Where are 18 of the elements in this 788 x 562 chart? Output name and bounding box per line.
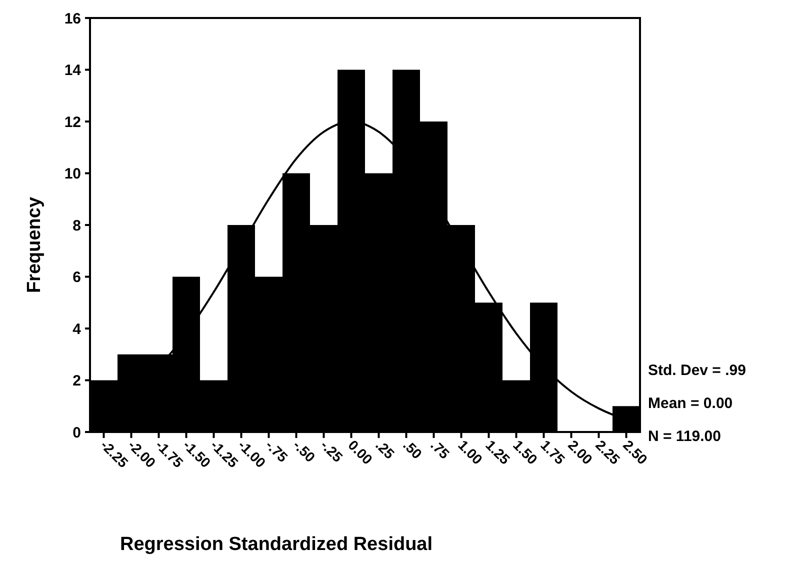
x-axis-title: Regression Standardized Residual xyxy=(120,534,433,555)
y-tick-label: 14 xyxy=(64,62,82,79)
y-tick-label: 10 xyxy=(64,166,81,182)
y-tick-label: 8 xyxy=(72,217,81,234)
y-tick-label: 6 xyxy=(72,269,81,286)
y-tick-label: 16 xyxy=(64,10,81,28)
y-axis-title: Frequency xyxy=(24,196,45,294)
y-tick-label: 12 xyxy=(64,114,81,131)
x-tick-label: -.50 xyxy=(290,436,319,466)
x-tick-label: .50 xyxy=(400,436,426,462)
text: N = 119.00 xyxy=(648,428,721,445)
y-tick-label: 0 xyxy=(72,424,81,442)
y-tick-label: 4 xyxy=(72,320,82,338)
x-tick-label: .75 xyxy=(428,436,453,462)
y-tick-label: 2 xyxy=(72,372,81,390)
text: Mean = 0.00 xyxy=(648,395,733,412)
text: Std. Dev = .99 xyxy=(648,362,746,379)
x-tick-label: -.25 xyxy=(318,436,346,466)
